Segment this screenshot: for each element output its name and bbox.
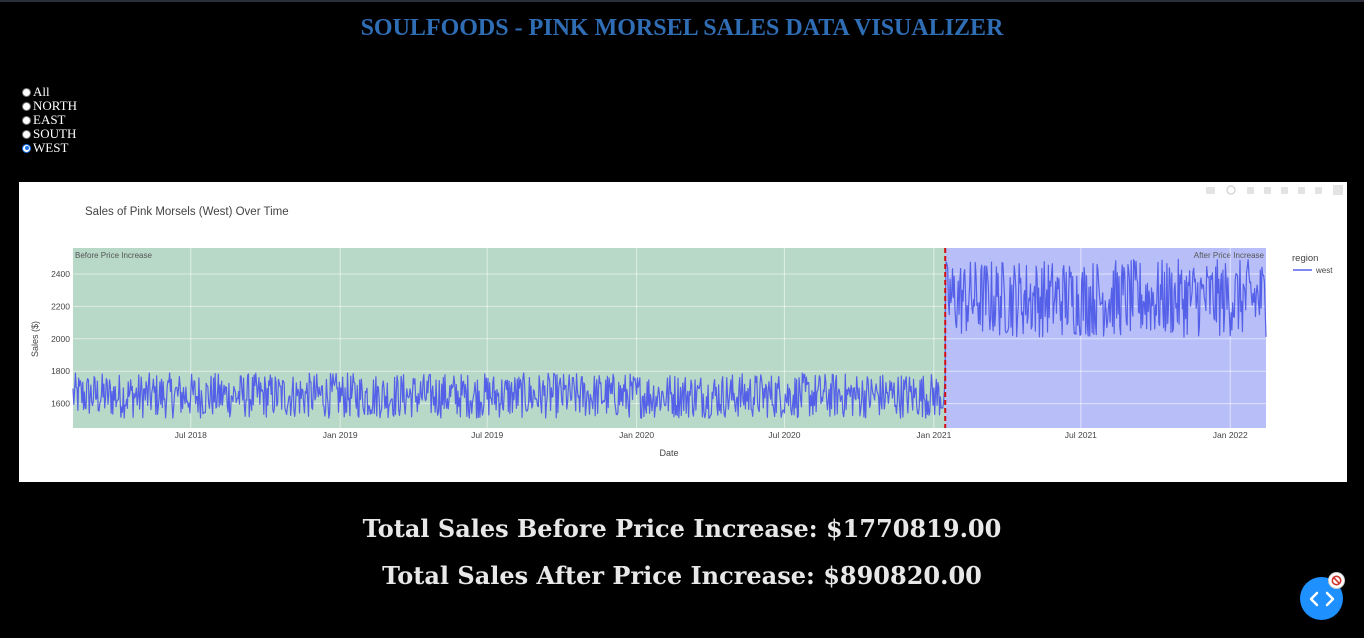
radio-label: SOUTH — [33, 126, 77, 141]
y-tick-label: 2200 — [51, 301, 70, 311]
radio-label: WEST — [33, 140, 69, 155]
region-option-west[interactable]: WEST — [22, 141, 77, 155]
pan-icon[interactable] — [1247, 187, 1254, 194]
region-annotation-before: Before Price Increase — [75, 251, 152, 260]
code-brackets-icon — [1309, 591, 1334, 606]
sales-chart-svg: Sales of Pink Morsels (West) Over Time B… — [30, 185, 1343, 458]
y-axis-title: Sales ($) — [30, 321, 40, 357]
radio-button[interactable] — [22, 87, 31, 97]
radio-button[interactable] — [22, 101, 31, 111]
error-badge[interactable] — [1328, 572, 1345, 589]
region-option-all[interactable]: All — [22, 85, 77, 99]
radio-button[interactable] — [22, 143, 31, 153]
y-tick-label: 1600 — [51, 399, 70, 409]
legend-west-label[interactable]: west — [1315, 266, 1333, 275]
y-tick-label: 2000 — [51, 334, 70, 344]
plotly-logo-icon[interactable] — [1333, 185, 1343, 195]
x-tick-label: Jan 2019 — [323, 430, 358, 440]
zoom-in-icon[interactable] — [1264, 187, 1271, 194]
chart-title: Sales of Pink Morsels (West) Over Time — [85, 206, 289, 218]
y-axis: 1600 1800 2000 2200 2400 — [51, 269, 70, 409]
x-tick-label: Jul 2018 — [175, 430, 207, 440]
series-group — [72, 258, 1267, 419]
no-entry-icon — [1331, 575, 1342, 586]
chart-modebar — [1206, 185, 1343, 195]
radio-label: NORTH — [33, 98, 77, 113]
x-tick-label: Jul 2021 — [1065, 430, 1097, 440]
radio-label: EAST — [33, 112, 66, 127]
x-tick-label: Jan 2020 — [619, 430, 654, 440]
y-tick-label: 2400 — [51, 269, 70, 279]
series-line-west[interactable] — [72, 258, 1267, 419]
region-radio-group: All NORTH EAST SOUTH WEST — [22, 85, 77, 155]
x-axis-title: Date — [659, 448, 678, 458]
region-option-north[interactable]: NORTH — [22, 99, 77, 113]
radio-button[interactable] — [22, 129, 31, 139]
chart-legend: region west — [1292, 253, 1333, 275]
y-tick-label: 1800 — [51, 366, 70, 376]
radio-button[interactable] — [22, 115, 31, 125]
x-tick-label: Jul 2019 — [471, 430, 503, 440]
page-title: SOULFOODS - PINK MORSEL SALES DATA VISUA… — [360, 15, 1004, 41]
legend-title: region — [1292, 253, 1318, 264]
region-option-east[interactable]: EAST — [22, 113, 77, 127]
total-sales-after: Total Sales After Price Increase: $89082… — [382, 561, 982, 590]
radio-label: All — [33, 84, 50, 99]
x-tick-label: Jan 2021 — [916, 430, 951, 440]
sales-chart: Sales of Pink Morsels (West) Over Time B… — [19, 182, 1347, 482]
autoscale-icon[interactable] — [1298, 187, 1305, 194]
x-axis: Jul 2018 Jan 2019 Jul 2019 Jan 2020 Jul 2020… — [175, 430, 1248, 440]
x-tick-label: Jul 2020 — [768, 430, 800, 440]
reset-axes-icon[interactable] — [1315, 187, 1322, 194]
region-annotation-after: After Price Increase — [1194, 251, 1265, 260]
region-option-south[interactable]: SOUTH — [22, 127, 77, 141]
camera-icon[interactable] — [1206, 187, 1215, 194]
zoom-out-icon[interactable] — [1281, 187, 1288, 194]
top-border — [0, 0, 1364, 2]
zoom-icon[interactable] — [1226, 185, 1236, 195]
x-tick-label: Jan 2022 — [1213, 430, 1248, 440]
total-sales-before: Total Sales Before Price Increase: $1770… — [362, 514, 1002, 543]
